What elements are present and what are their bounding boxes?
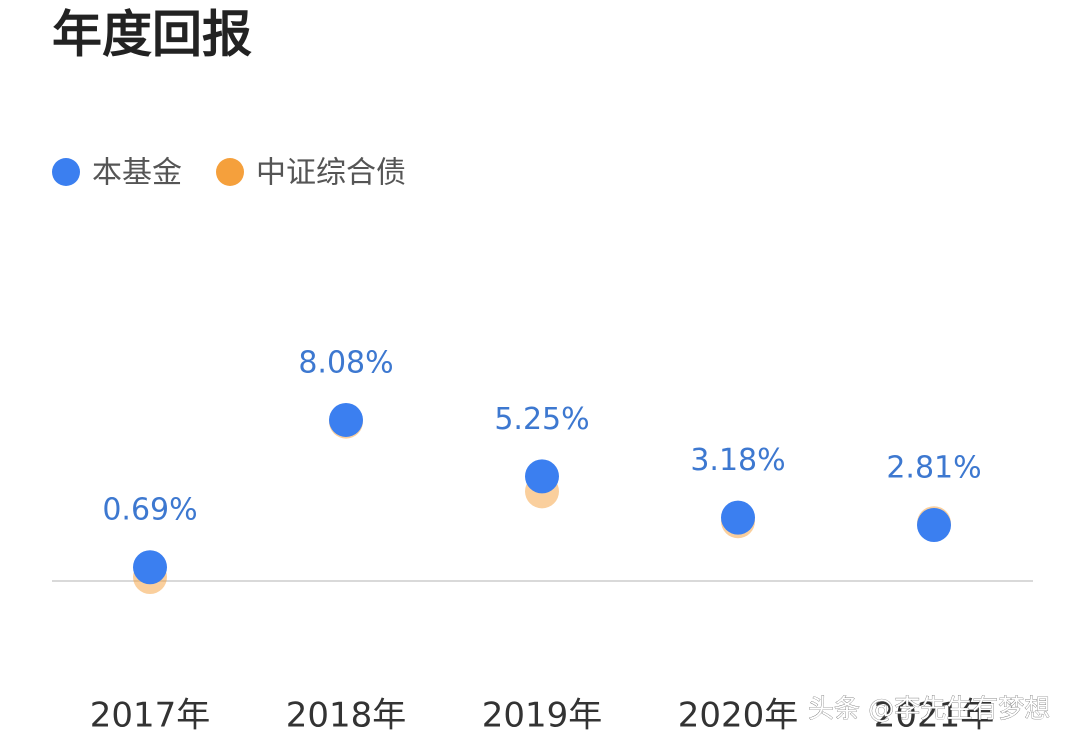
watermark: 头条 @李先生有梦想 bbox=[808, 695, 1050, 725]
legend-marker bbox=[216, 158, 244, 186]
legend-label: 本基金 bbox=[92, 156, 182, 191]
dot bbox=[525, 459, 559, 494]
value-label: 8.08% bbox=[298, 345, 393, 380]
x-tick-label: 2021年 bbox=[874, 696, 995, 736]
chart-title: 年度回报 bbox=[52, 6, 252, 64]
value-label: 3.18% bbox=[690, 443, 785, 478]
legend-label: 中证综合债 bbox=[256, 156, 406, 191]
dot bbox=[133, 550, 167, 585]
value-label: 2.81% bbox=[886, 451, 981, 486]
x-tick-label: 2019年 bbox=[482, 696, 603, 736]
value-label: 0.69% bbox=[102, 493, 197, 528]
x-tick-label: 2017年 bbox=[90, 696, 211, 736]
dot bbox=[721, 500, 755, 535]
value-label: 5.25% bbox=[494, 402, 589, 437]
dot bbox=[329, 402, 363, 437]
x-tick-label: 2018年 bbox=[286, 696, 407, 736]
x-tick-label: 2020年 bbox=[678, 696, 799, 736]
legend-marker bbox=[52, 158, 80, 186]
dot bbox=[917, 508, 951, 543]
